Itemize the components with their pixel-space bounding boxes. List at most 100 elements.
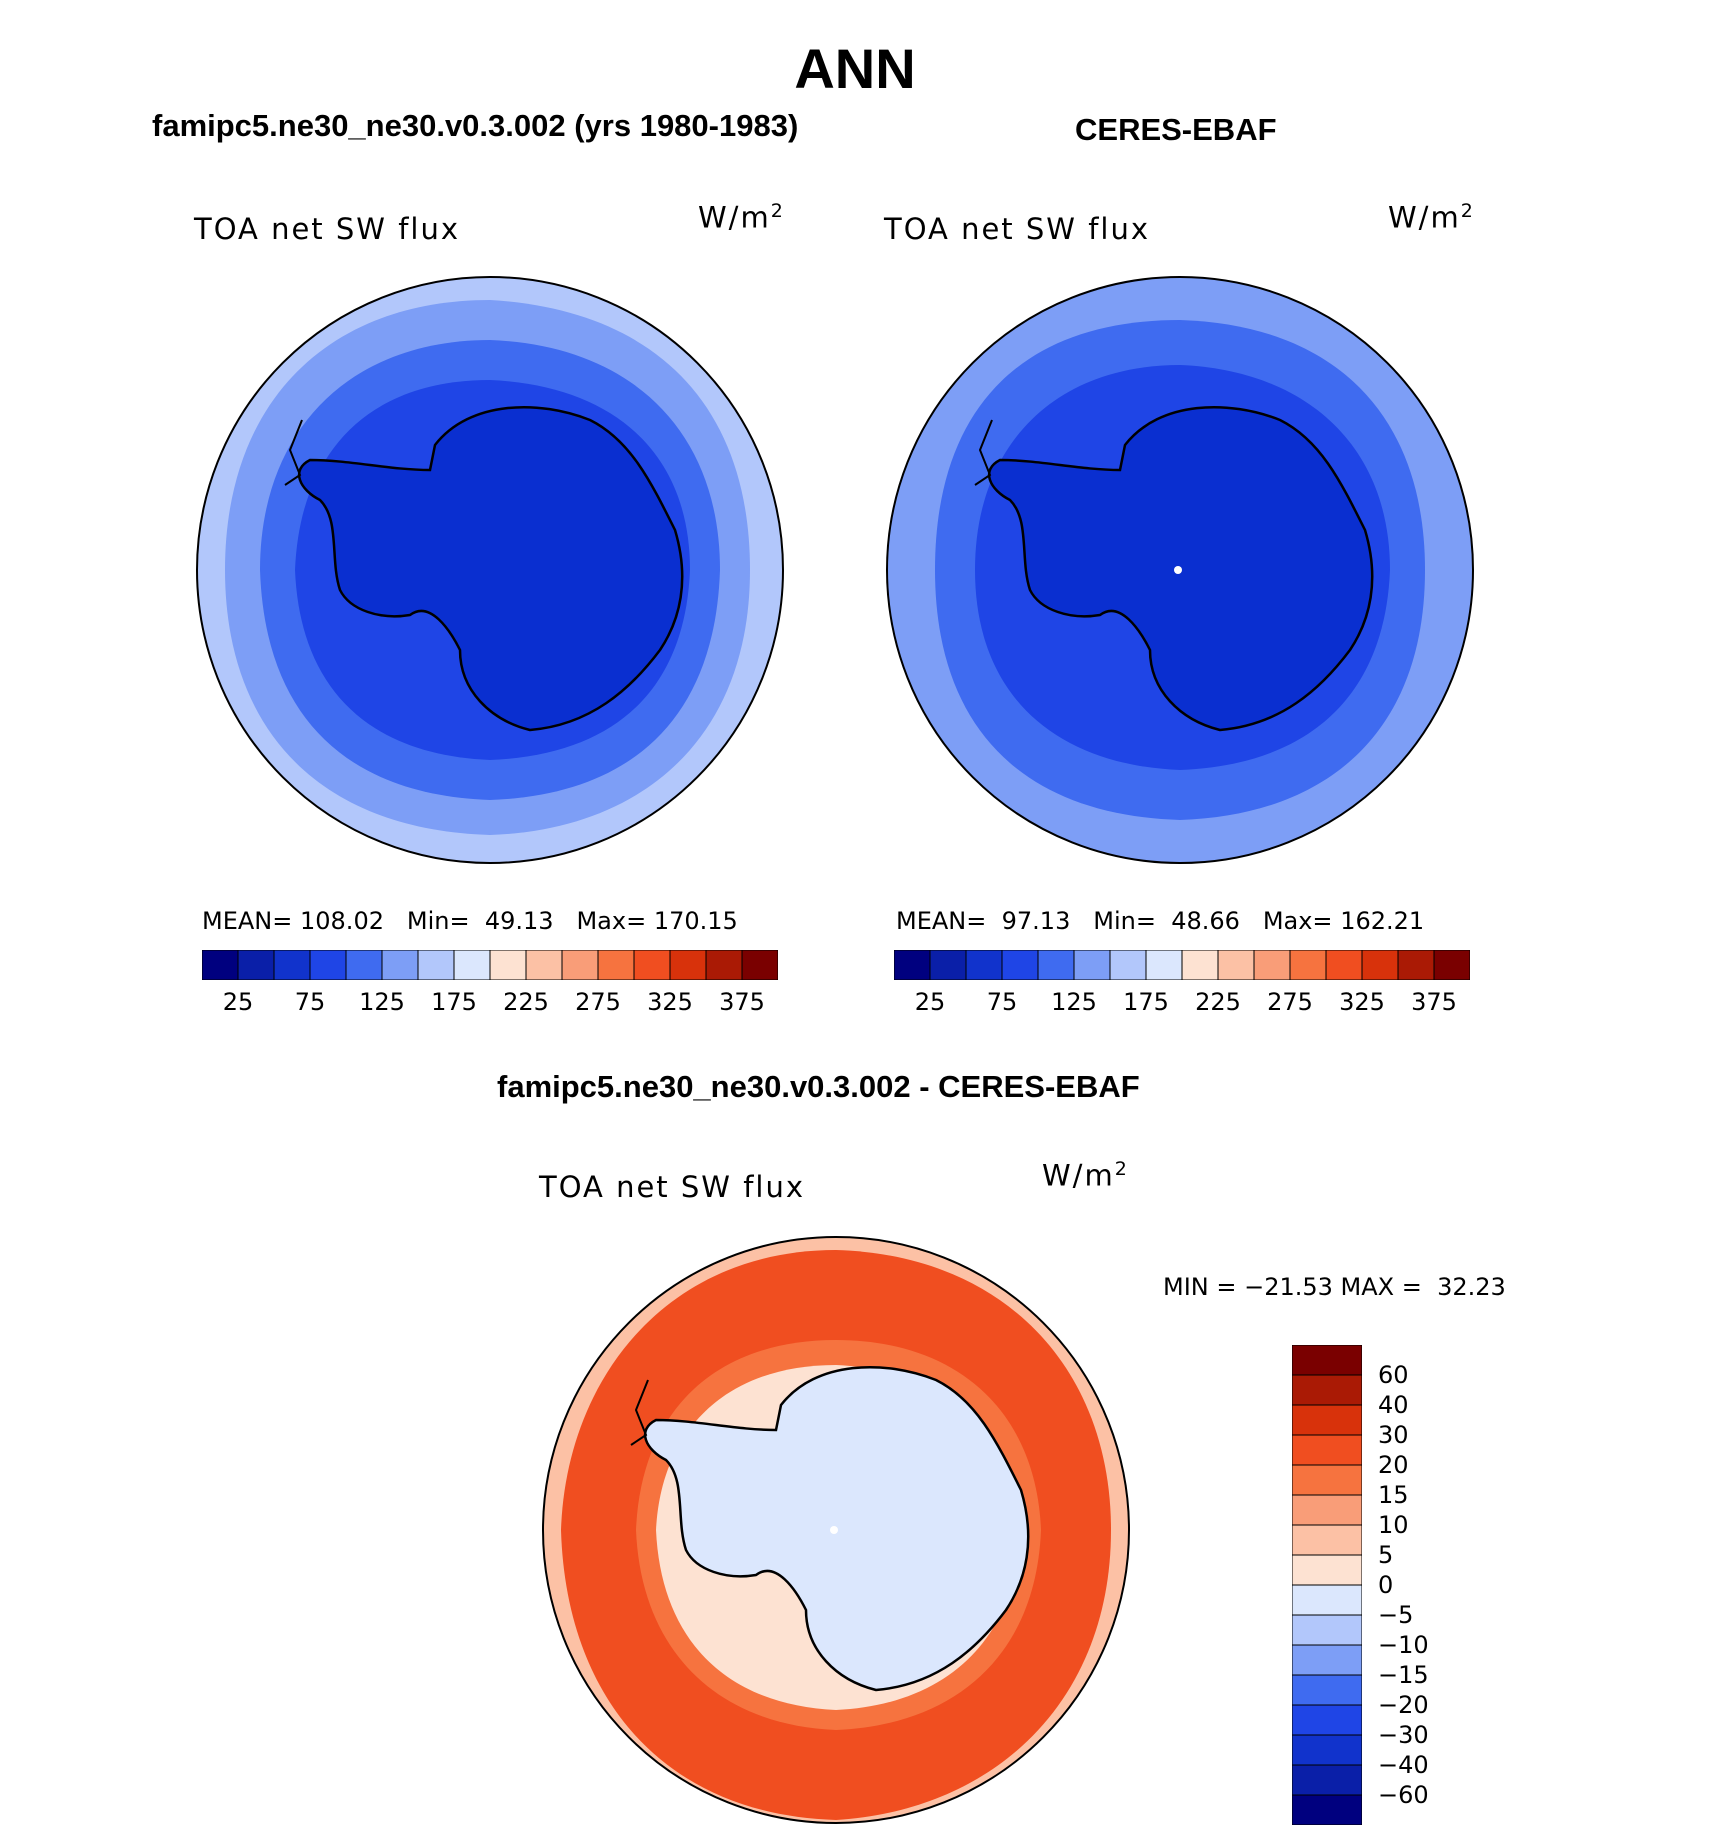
colorbar-swatch <box>1292 1554 1362 1586</box>
colorbar-swatch <box>1292 1734 1362 1766</box>
peninsula-outline <box>630 1379 649 1446</box>
colorbar-swatch <box>1292 1434 1362 1466</box>
colorbar-swatch <box>1073 950 1111 980</box>
colorbar-tick-label: 40 <box>1378 1391 1409 1419</box>
colorbar-swatch <box>345 950 383 980</box>
colorbar-swatch <box>1292 1584 1362 1616</box>
colorbar-tick-label: −5 <box>1378 1601 1414 1629</box>
colorbar-tick-label: 175 <box>1123 988 1169 1016</box>
colorbar-swatch <box>1292 1524 1362 1556</box>
colorbar-tick-label: −20 <box>1378 1691 1429 1719</box>
colorbar-swatch <box>1361 950 1399 980</box>
colorbar-swatch <box>965 950 1003 980</box>
model-polar-map <box>196 276 784 864</box>
colorbar-tick-label: 175 <box>431 988 477 1016</box>
mean-value: 97.13 <box>1001 907 1071 935</box>
colorbar-tick-label: 0 <box>1378 1571 1394 1599</box>
colorbar-tick-label: −60 <box>1378 1781 1429 1809</box>
colorbar-tick-label: 25 <box>222 988 254 1016</box>
map-border <box>886 276 1474 864</box>
colorbar-tick-label: −40 <box>1378 1751 1429 1779</box>
colorbar-swatch <box>1325 950 1363 980</box>
colorbar-swatch <box>1292 1764 1362 1796</box>
colorbar-swatch <box>1217 950 1255 980</box>
colorbar-swatch <box>1292 1704 1362 1736</box>
max-label: Max= <box>1262 907 1333 935</box>
diff-minmax: MIN = −21.53 MAX = 32.23 <box>1163 1273 1506 1301</box>
colorbar-tick-label: 75 <box>986 988 1018 1016</box>
peninsula-outline <box>284 419 303 486</box>
pole-marker <box>830 1526 838 1534</box>
colorbar-tick-label: 325 <box>1339 988 1385 1016</box>
colorbar-swatch <box>1292 1644 1362 1676</box>
colorbar-tick-label: 30 <box>1378 1421 1409 1449</box>
colorbar-swatch <box>417 950 455 980</box>
obs-stats: MEAN= 97.13 Min= 48.66 Max= 162.21 <box>896 907 1424 935</box>
colorbar-swatch <box>705 950 743 980</box>
colorbar-swatch <box>1292 1614 1362 1646</box>
colorbar-swatch <box>525 950 563 980</box>
obs-colorbar-ticks: 25 75 125 175 225 275 325 375 <box>894 988 1470 1018</box>
min-value: 48.66 <box>1171 907 1240 935</box>
colorbar-tick-label: 225 <box>503 988 549 1016</box>
colorbar-swatch <box>633 950 671 980</box>
model-variable-label: TOA net SW flux <box>194 212 461 246</box>
model-panel-heading: famipc5.ne30_ne30.v0.3.002 (yrs 1980-198… <box>152 108 799 143</box>
colorbar-swatch <box>273 950 311 980</box>
colorbar-swatch <box>1001 950 1039 980</box>
diff-units-label: W/m2 <box>1042 1158 1129 1193</box>
colorbar-swatch <box>1397 950 1435 980</box>
colorbar-swatch <box>309 950 347 980</box>
peninsula-outline <box>974 419 993 486</box>
colorbar-tick-label: 125 <box>1051 988 1097 1016</box>
max-value: 170.15 <box>653 907 738 935</box>
model-colorbar-ticks: 25 75 125 175 225 275 325 375 <box>202 988 778 1018</box>
colorbar-swatch <box>453 950 491 980</box>
model-colorbar <box>202 950 778 980</box>
colorbar-tick-label: 75 <box>294 988 326 1016</box>
diff-polar-map <box>542 1236 1130 1824</box>
colorbar-swatch <box>1292 1794 1362 1825</box>
obs-panel-heading: CERES-EBAF <box>1075 112 1277 147</box>
obs-colorbar <box>894 950 1470 980</box>
colorbar-swatch <box>1289 950 1327 980</box>
diff-colorbar <box>1292 1345 1362 1825</box>
colorbar-swatch <box>1292 1494 1362 1526</box>
map-border <box>196 276 784 864</box>
colorbar-swatch <box>1292 1345 1362 1376</box>
colorbar-swatch <box>381 950 419 980</box>
obs-polar-map <box>886 276 1474 864</box>
antarctica-land <box>298 406 684 732</box>
colorbar-swatch <box>202 950 239 980</box>
obs-units-label: W/m2 <box>1388 200 1475 235</box>
colorbar-tick-label: 125 <box>359 988 405 1016</box>
colorbar-tick-label: 5 <box>1378 1541 1394 1569</box>
colorbar-tick-label: 375 <box>1411 988 1457 1016</box>
colorbar-tick-label: 225 <box>1195 988 1241 1016</box>
colorbar-swatch <box>561 950 599 980</box>
diff-panel-heading: famipc5.ne30_ne30.v0.3.002 - CERES-EBAF <box>497 1069 1140 1104</box>
colorbar-swatch <box>1181 950 1219 980</box>
colorbar-swatch <box>1433 950 1470 980</box>
map-border <box>542 1236 1130 1824</box>
colorbar-tick-label: 375 <box>719 988 765 1016</box>
figure-title: ANN <box>794 37 916 100</box>
colorbar-tick-label: 25 <box>914 988 946 1016</box>
model-units-label: W/m2 <box>698 200 785 235</box>
colorbar-swatch <box>1292 1404 1362 1436</box>
colorbar-swatch <box>1292 1674 1362 1706</box>
colorbar-tick-label: 10 <box>1378 1511 1409 1539</box>
colorbar-tick-label: 15 <box>1378 1481 1409 1509</box>
colorbar-swatch <box>1109 950 1147 980</box>
mean-label: MEAN= <box>202 907 293 935</box>
mean-label: MEAN= <box>896 907 987 935</box>
min-label: Min= <box>1093 907 1156 935</box>
colorbar-tick-label: 20 <box>1378 1451 1409 1479</box>
colorbar-tick-label: −15 <box>1378 1661 1429 1689</box>
colorbar-swatch <box>1292 1374 1362 1406</box>
colorbar-swatch <box>741 950 778 980</box>
colorbar-tick-label: 275 <box>1267 988 1313 1016</box>
mean-value: 108.02 <box>300 907 384 935</box>
min-label: Min= <box>406 907 470 935</box>
colorbar-swatch <box>1037 950 1075 980</box>
